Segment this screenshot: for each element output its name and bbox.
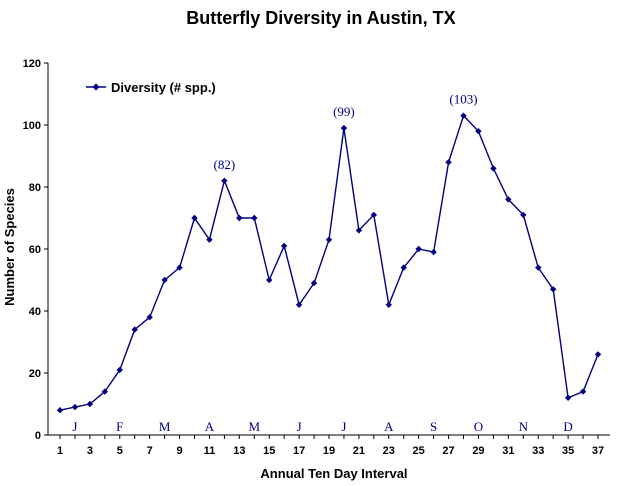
data-point [340, 124, 348, 132]
month-label: D [563, 419, 572, 434]
peak-annotation: (99) [333, 104, 355, 119]
legend-label: Diversity (# spp.) [111, 80, 216, 95]
data-point [564, 394, 572, 401]
data-point [236, 214, 243, 222]
legend-marker [92, 83, 100, 91]
data-point [505, 196, 512, 203]
data-point [295, 301, 303, 308]
data-point [310, 279, 318, 287]
x-axis-label: Annual Ten Day Interval [260, 466, 407, 481]
y-tick-label: 20 [29, 368, 41, 380]
x-tick-label: 3 [87, 445, 93, 457]
y-axis-label: Number of Species [2, 188, 17, 306]
data-point [579, 388, 587, 395]
data-point [146, 314, 153, 321]
y-tick-label: 0 [35, 430, 41, 442]
y-tick-label: 100 [23, 120, 41, 132]
x-tick-label: 31 [502, 445, 514, 457]
month-label: M [248, 419, 260, 434]
month-label: F [116, 419, 123, 434]
x-tick-label: 19 [323, 445, 335, 457]
y-tick-label: 40 [29, 306, 41, 318]
data-point [490, 165, 497, 172]
data-point [475, 128, 482, 135]
x-tick-label: 9 [176, 445, 182, 457]
x-tick-label: 35 [562, 445, 574, 457]
data-point [116, 366, 123, 374]
data-point [520, 211, 527, 219]
y-tick-label: 120 [23, 58, 41, 70]
data-point [535, 264, 542, 271]
x-tick-label: 27 [442, 445, 454, 457]
chart-title: Butterfly Diversity in Austin, TX [186, 8, 455, 28]
x-tick-label: 17 [293, 445, 305, 457]
x-tick-label: 21 [353, 445, 365, 457]
data-point [86, 400, 94, 408]
data-point [325, 236, 333, 243]
x-tick-label: 13 [233, 445, 245, 457]
data-point [191, 214, 198, 222]
legend: Diversity (# spp.) [86, 80, 216, 95]
data-point [355, 227, 363, 234]
data-point [161, 276, 168, 284]
x-tick-label: 23 [383, 445, 395, 457]
month-label: A [384, 419, 394, 434]
series-layer [56, 112, 602, 414]
month-label: J [72, 419, 77, 434]
x-tick-label: 29 [472, 445, 484, 457]
data-point [415, 245, 422, 253]
month-label: M [159, 419, 171, 434]
data-point [370, 211, 378, 219]
x-tick-label: 7 [147, 445, 153, 457]
x-tick-label: 15 [263, 445, 275, 457]
x-tick-label: 1 [57, 445, 63, 457]
x-tick-label: 11 [204, 445, 216, 457]
data-point [460, 112, 467, 119]
y-tick-label: 80 [29, 182, 41, 194]
peak-annotation: (82) [214, 157, 236, 172]
data-point [221, 177, 228, 184]
x-tick-label: 33 [532, 445, 544, 457]
y-tick-label: 60 [29, 244, 41, 256]
data-point [56, 407, 64, 414]
month-label: O [474, 419, 483, 434]
data-point [400, 264, 407, 271]
x-tick-label: 25 [413, 445, 425, 457]
x-tick-label: 37 [592, 445, 604, 457]
x-tick-label: 5 [117, 445, 123, 457]
data-point [385, 301, 392, 308]
data-point [549, 286, 557, 293]
month-label: A [205, 419, 215, 434]
annotations: (82) (99) (103) [214, 92, 478, 172]
data-point [176, 264, 183, 271]
month-label: S [430, 419, 437, 434]
peak-annotation: (103) [449, 92, 477, 107]
data-point [594, 351, 602, 358]
data-point [266, 276, 273, 284]
data-point [280, 242, 288, 250]
month-label: J [341, 419, 346, 434]
data-point [131, 326, 138, 333]
month-label: N [519, 419, 529, 434]
data-point [251, 214, 258, 222]
data-point [445, 159, 452, 166]
data-point [101, 388, 109, 395]
data-point [71, 403, 79, 411]
month-label: J [297, 419, 302, 434]
data-point [430, 248, 437, 256]
series-line [59, 114, 599, 411]
data-point [206, 236, 213, 243]
